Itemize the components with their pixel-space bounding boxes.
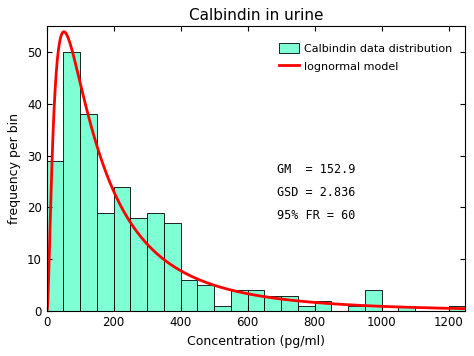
Bar: [181, 280, 197, 311]
Text: 95% FR = 60: 95% FR = 60: [277, 209, 356, 221]
Bar: [281, 296, 298, 311]
Bar: [399, 306, 415, 311]
Text: GSD = 2.836: GSD = 2.836: [277, 186, 356, 199]
Text: GM  = 152.9: GM = 152.9: [277, 163, 356, 176]
Bar: [130, 218, 147, 311]
Bar: [64, 52, 80, 311]
Bar: [365, 290, 382, 311]
Bar: [315, 301, 331, 311]
Bar: [46, 161, 64, 311]
Bar: [197, 285, 214, 311]
Bar: [348, 306, 365, 311]
Bar: [114, 187, 130, 311]
Bar: [298, 306, 315, 311]
Title: Calbindin in urine: Calbindin in urine: [189, 8, 323, 23]
X-axis label: Concentration (pg/ml): Concentration (pg/ml): [187, 335, 325, 348]
Bar: [80, 114, 97, 311]
Bar: [164, 223, 181, 311]
Y-axis label: frequency per bin: frequency per bin: [9, 113, 21, 224]
Bar: [248, 290, 264, 311]
Bar: [214, 306, 231, 311]
Bar: [264, 296, 281, 311]
Bar: [449, 306, 465, 311]
Bar: [147, 213, 164, 311]
Bar: [97, 213, 114, 311]
Legend: Calbindin data distribution, lognormal model: Calbindin data distribution, lognormal m…: [275, 40, 456, 75]
Bar: [231, 290, 248, 311]
